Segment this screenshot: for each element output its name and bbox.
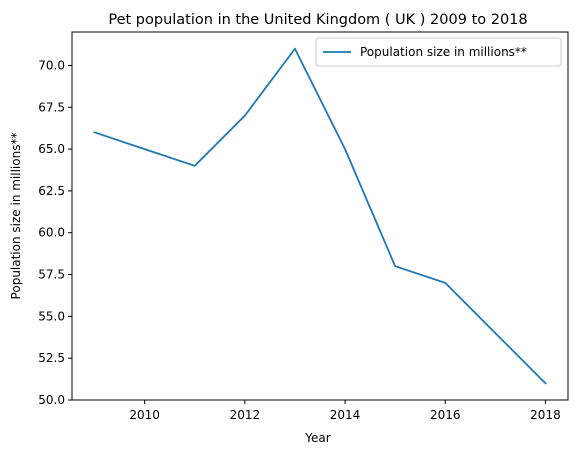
- y-tick-label: 60.0: [38, 226, 65, 240]
- y-tick-label: 70.0: [38, 58, 65, 72]
- series-layer: [93, 47, 547, 385]
- plot-area: [72, 32, 568, 400]
- x-axis-label: Year: [304, 431, 330, 445]
- y-tick-label: 65.0: [38, 142, 65, 156]
- series-line: [93, 47, 547, 385]
- y-tick-label: 57.5: [38, 268, 65, 282]
- y-tick-label: 50.0: [38, 393, 65, 407]
- y-tick-label: 62.5: [38, 184, 65, 198]
- x-axis-ticks: 2010 2012 2014 2016 2018: [129, 400, 561, 422]
- x-tick-label: 2016: [430, 408, 461, 422]
- legend: Population size in millions**: [315, 37, 562, 67]
- x-tick-label: 2010: [129, 408, 160, 422]
- x-tick-label: 2018: [530, 408, 561, 422]
- chart-title: Pet population in the United Kingdom ( U…: [108, 12, 527, 28]
- y-axis-label: Population size in millions**: [9, 133, 23, 300]
- y-tick-label: 67.5: [38, 100, 65, 114]
- x-tick-label: 2012: [230, 408, 261, 422]
- legend-label: Population size in millions**: [360, 45, 527, 59]
- plot-frame: [71, 31, 569, 401]
- y-tick-label: 55.0: [38, 309, 65, 323]
- y-tick-label: 52.5: [38, 351, 65, 365]
- legend-box: [315, 37, 562, 67]
- x-tick-label: 2014: [330, 408, 361, 422]
- y-axis-ticks: 50.0 52.5 55.0 57.5 60.0 62.5 65.0 67.5 70.0: [38, 58, 72, 407]
